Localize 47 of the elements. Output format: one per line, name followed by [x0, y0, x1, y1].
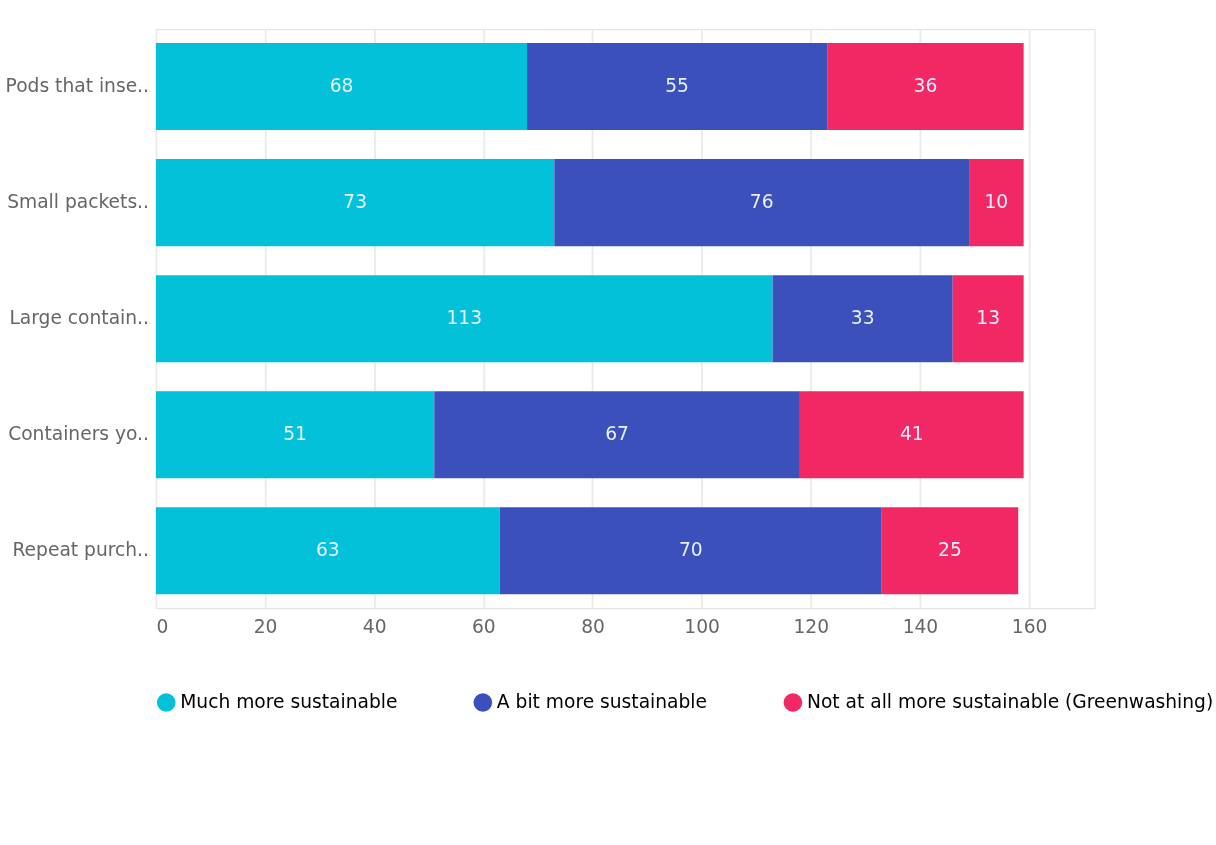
- bar: [155, 391, 435, 479]
- bar: [155, 275, 773, 363]
- data-label: 113: [446, 307, 483, 329]
- x-tick-label: 60: [471, 615, 496, 637]
- data-label: 76: [749, 191, 774, 213]
- bar: [772, 275, 953, 363]
- x-tick-label: 120: [793, 615, 830, 637]
- bar: [499, 507, 882, 595]
- bar: [969, 159, 1024, 247]
- bar: [155, 159, 555, 247]
- bar: [554, 159, 970, 247]
- x-tick-label: 0: [156, 615, 169, 637]
- bar: [527, 43, 828, 131]
- x-tick-label: 100: [684, 615, 720, 637]
- data-label: 41: [899, 423, 924, 445]
- y-tick-label: Pods that inse..: [5, 75, 149, 97]
- bar: [799, 391, 1024, 479]
- data-label: 70: [678, 539, 703, 561]
- bar: [952, 275, 1024, 363]
- data-label: 10: [984, 191, 1009, 213]
- data-label: 67: [605, 423, 629, 445]
- data-label: 36: [913, 75, 938, 97]
- data-label: 73: [343, 191, 368, 213]
- bar: [827, 43, 1024, 131]
- data-label: 68: [329, 75, 354, 97]
- data-label: 63: [315, 539, 340, 561]
- bar: [155, 43, 528, 131]
- y-tick-label: Small packets..: [7, 191, 149, 213]
- x-tick-label: 160: [1011, 615, 1048, 637]
- y-tick-label: Containers yo..: [8, 423, 149, 445]
- bar: [881, 507, 1019, 595]
- y-tick-label: Large contain..: [9, 307, 149, 329]
- data-label: 13: [976, 307, 1001, 329]
- legend-label: Much more sustainable: [180, 691, 398, 713]
- data-label: 33: [850, 307, 875, 329]
- x-tick-label: 80: [581, 615, 605, 637]
- x-tick-label: 40: [362, 615, 387, 637]
- data-label: 55: [665, 75, 689, 97]
- data-label: 25: [938, 539, 962, 561]
- x-tick-label: 140: [902, 615, 939, 637]
- data-label: 51: [283, 423, 307, 445]
- x-tick-label: 20: [253, 615, 278, 637]
- bar: [155, 507, 500, 595]
- bar: [434, 391, 800, 479]
- legend-label: Not at all more sustainable (Greenwashing): [806, 691, 1214, 713]
- legend-label: A bit more sustainable: [496, 691, 708, 713]
- y-tick-label: Repeat purch..: [12, 539, 149, 561]
